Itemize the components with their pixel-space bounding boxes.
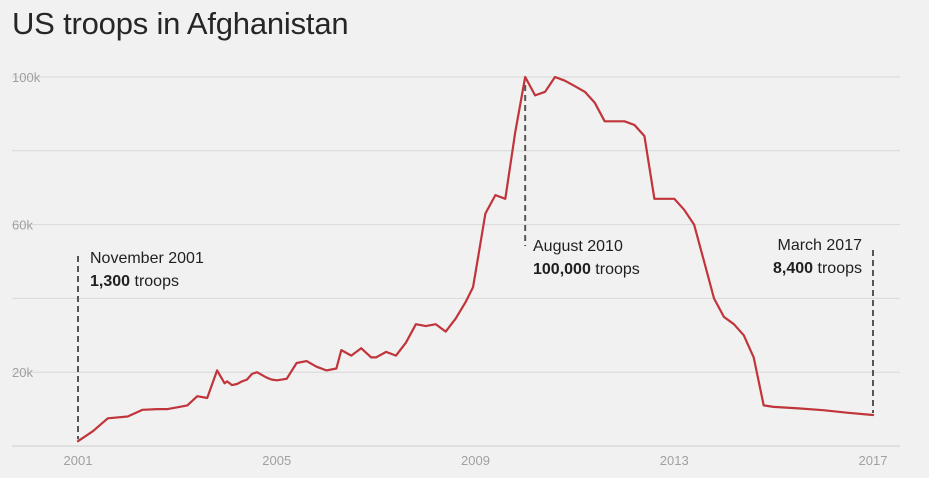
x-tick-label: 2001 (64, 453, 93, 468)
annotation-value: 100,000 troops (533, 261, 640, 278)
annotation-value-number: 100,000 (533, 261, 591, 278)
x-tick-label: 2005 (262, 453, 291, 468)
chart-title: US troops in Afghanistan (12, 6, 349, 41)
y-tick-label: 60k (12, 218, 33, 233)
y-tick-label: 100k (12, 70, 41, 85)
annotation-value-number: 8,400 (773, 260, 813, 277)
x-tick-label: 2017 (859, 453, 888, 468)
annotation-value-unit: troops (591, 261, 640, 278)
series-layer (76, 75, 875, 443)
annotation-lines (77, 85, 874, 440)
y-axis-ticks: 20k 60k 100k (12, 70, 41, 380)
x-tick-label: 2013 (660, 453, 689, 468)
x-axis-ticks: 2001 2005 2009 2013 2017 (64, 453, 888, 468)
annotation-labels: November 2001 1,300 troops August 2010 100,… (90, 237, 862, 290)
annotation-value: 8,400 troops (773, 260, 862, 277)
annotation-date: November 2001 (90, 250, 204, 267)
troops-series-line (76, 75, 875, 443)
y-tick-label: 20k (12, 365, 33, 380)
annotation-value-number: 1,300 (90, 273, 130, 290)
annotation-value-unit: troops (813, 260, 862, 277)
annotation-date: March 2017 (778, 237, 863, 254)
x-tick-label: 2009 (461, 453, 490, 468)
gridlines (12, 76, 900, 447)
annotation-value-unit: troops (130, 273, 179, 290)
annotation-date: August 2010 (533, 238, 623, 255)
annotation-value: 1,300 troops (90, 273, 179, 290)
